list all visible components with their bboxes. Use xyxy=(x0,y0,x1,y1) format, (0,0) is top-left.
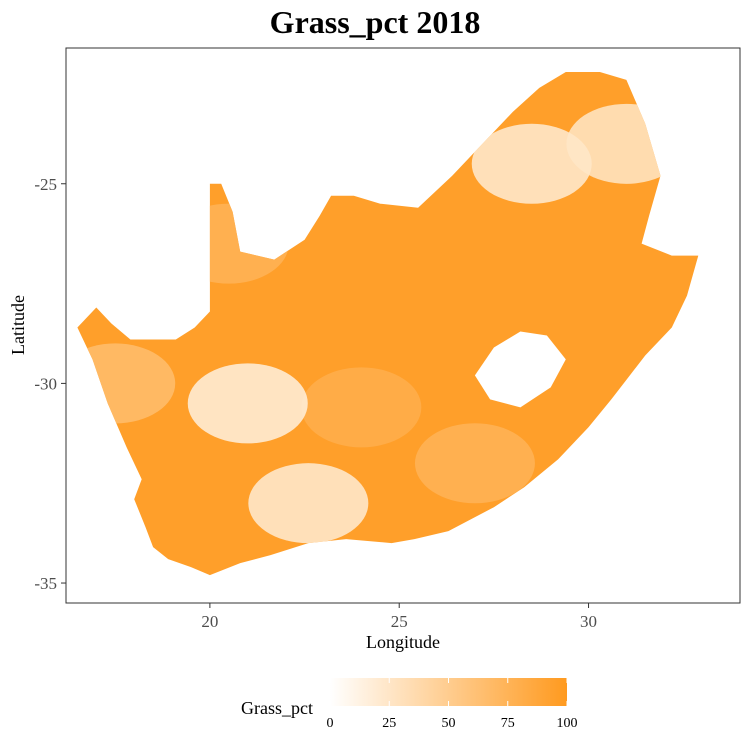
legend-tick-label: 50 xyxy=(442,716,456,731)
grass-region-patch xyxy=(301,367,422,448)
x-tick-label: 30 xyxy=(580,612,597,631)
legend-title: Grass_pct xyxy=(241,698,313,718)
lesotho-gap xyxy=(474,331,566,408)
y-tick-label: -30 xyxy=(34,374,57,393)
x-tick-label: 25 xyxy=(391,612,408,631)
grass-region-patch xyxy=(471,123,592,204)
grass-region-patch xyxy=(414,423,535,504)
y-tick-label: -35 xyxy=(34,574,57,593)
chart-title: Grass_pct 2018 xyxy=(269,4,481,40)
x-axis-title: Longitude xyxy=(366,632,440,652)
legend-tick-label: 25 xyxy=(382,716,396,731)
legend: Grass_pct 0 25 50 75 100 xyxy=(241,678,578,731)
y-axis-title: Latitude xyxy=(8,295,28,355)
legend-tick-label: 75 xyxy=(501,716,515,731)
grass-region-patch xyxy=(187,363,308,444)
grass-region-patch xyxy=(248,463,369,544)
legend-tick-label: 100 xyxy=(557,716,578,731)
legend-tick-label: 0 xyxy=(327,716,334,731)
y-tick-label: -25 xyxy=(34,175,57,194)
x-tick-label: 20 xyxy=(201,612,218,631)
